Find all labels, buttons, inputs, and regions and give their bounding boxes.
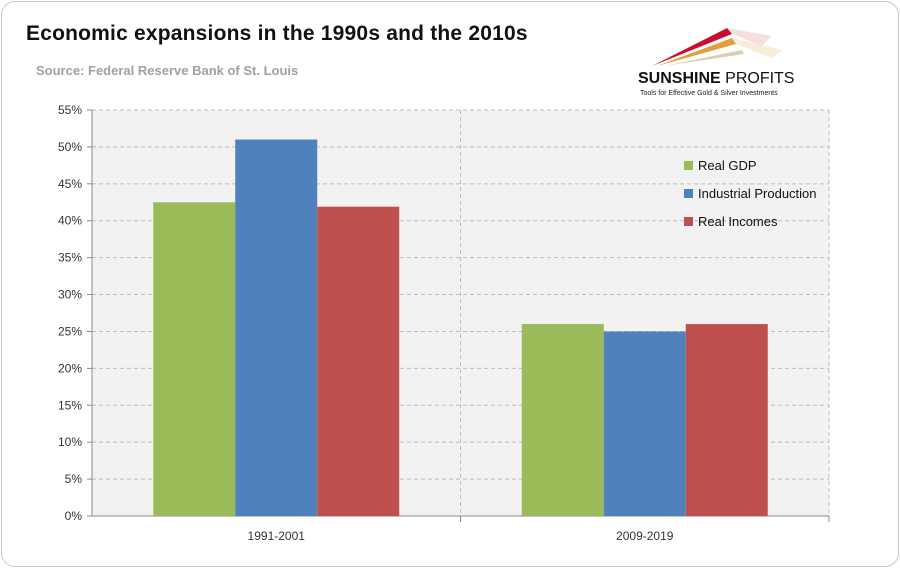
bar-real-incomes [317,206,400,516]
bar-industrial-production [603,331,686,516]
y-tick-label: 20% [58,361,82,375]
x-tick-label: 2009-2019 [616,529,674,543]
legend-label: Real GDP [698,158,757,173]
y-tick-label: 0% [65,509,83,523]
legend-label: Real Incomes [698,214,778,229]
y-tick-label: 50% [58,140,82,154]
bar-industrial-production [235,139,318,516]
bar-real-gdp [521,324,604,516]
logo-tagline: Tools for Effective Gold & Silver Invest… [640,90,778,97]
y-tick-label: 35% [58,251,82,265]
chart-source: Source: Federal Reserve Bank of St. Loui… [36,63,299,78]
sunshine-profits-logo: SUNSHINE PROFITS Tools for Effective Gol… [632,16,847,101]
legend-swatch [684,217,693,226]
y-tick-label: 55% [58,103,82,117]
legend-label: Industrial Production [698,186,817,201]
chart-title: Economic expansions in the 1990s and the… [26,22,528,45]
y-tick-label: 5% [65,472,83,486]
x-tick-label: 1991-2001 [248,529,306,543]
y-tick-label: 40% [58,214,82,228]
y-tick-label: 15% [58,398,82,412]
y-tick-label: 10% [58,435,82,449]
bar-real-gdp [153,202,236,517]
legend-swatch [684,161,693,170]
legend-swatch [684,189,693,198]
logo-rays-icon [652,28,782,66]
y-tick-label: 45% [58,177,82,191]
y-tick-label: 30% [58,288,82,302]
logo-name: SUNSHINE PROFITS [638,70,795,87]
y-tick-label: 25% [58,324,82,338]
bar-real-incomes [685,324,768,516]
